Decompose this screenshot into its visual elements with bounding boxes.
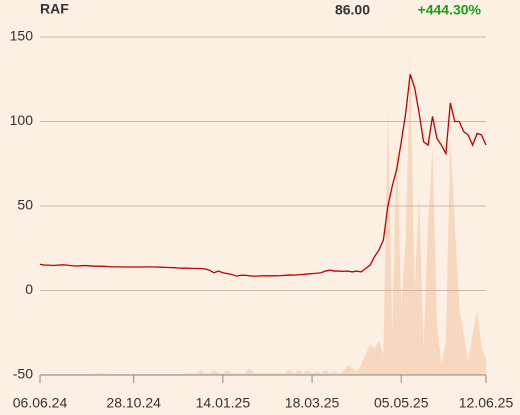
x-tick-label: 12.06.25 <box>459 395 514 411</box>
volume-area <box>40 57 486 375</box>
y-tick-label: 150 <box>10 28 34 44</box>
price: 86.00 <box>335 2 370 18</box>
x-tick-label: 06.06.24 <box>13 395 68 411</box>
change: +444.30% <box>418 2 482 18</box>
y-tick-label: 100 <box>10 112 34 128</box>
x-tick-label: 18.03.25 <box>285 395 340 411</box>
y-tick-label: 0 <box>25 281 33 297</box>
x-tick-label: 28.10.24 <box>106 395 161 411</box>
x-tick-label: 14.01.25 <box>196 395 251 411</box>
price-line <box>39 73 487 277</box>
y-tick-label: 50 <box>17 197 33 213</box>
x-tick-label: 05.05.25 <box>374 395 429 411</box>
y-tick-label: -50 <box>13 366 33 382</box>
symbol: RAF <box>40 1 69 17</box>
